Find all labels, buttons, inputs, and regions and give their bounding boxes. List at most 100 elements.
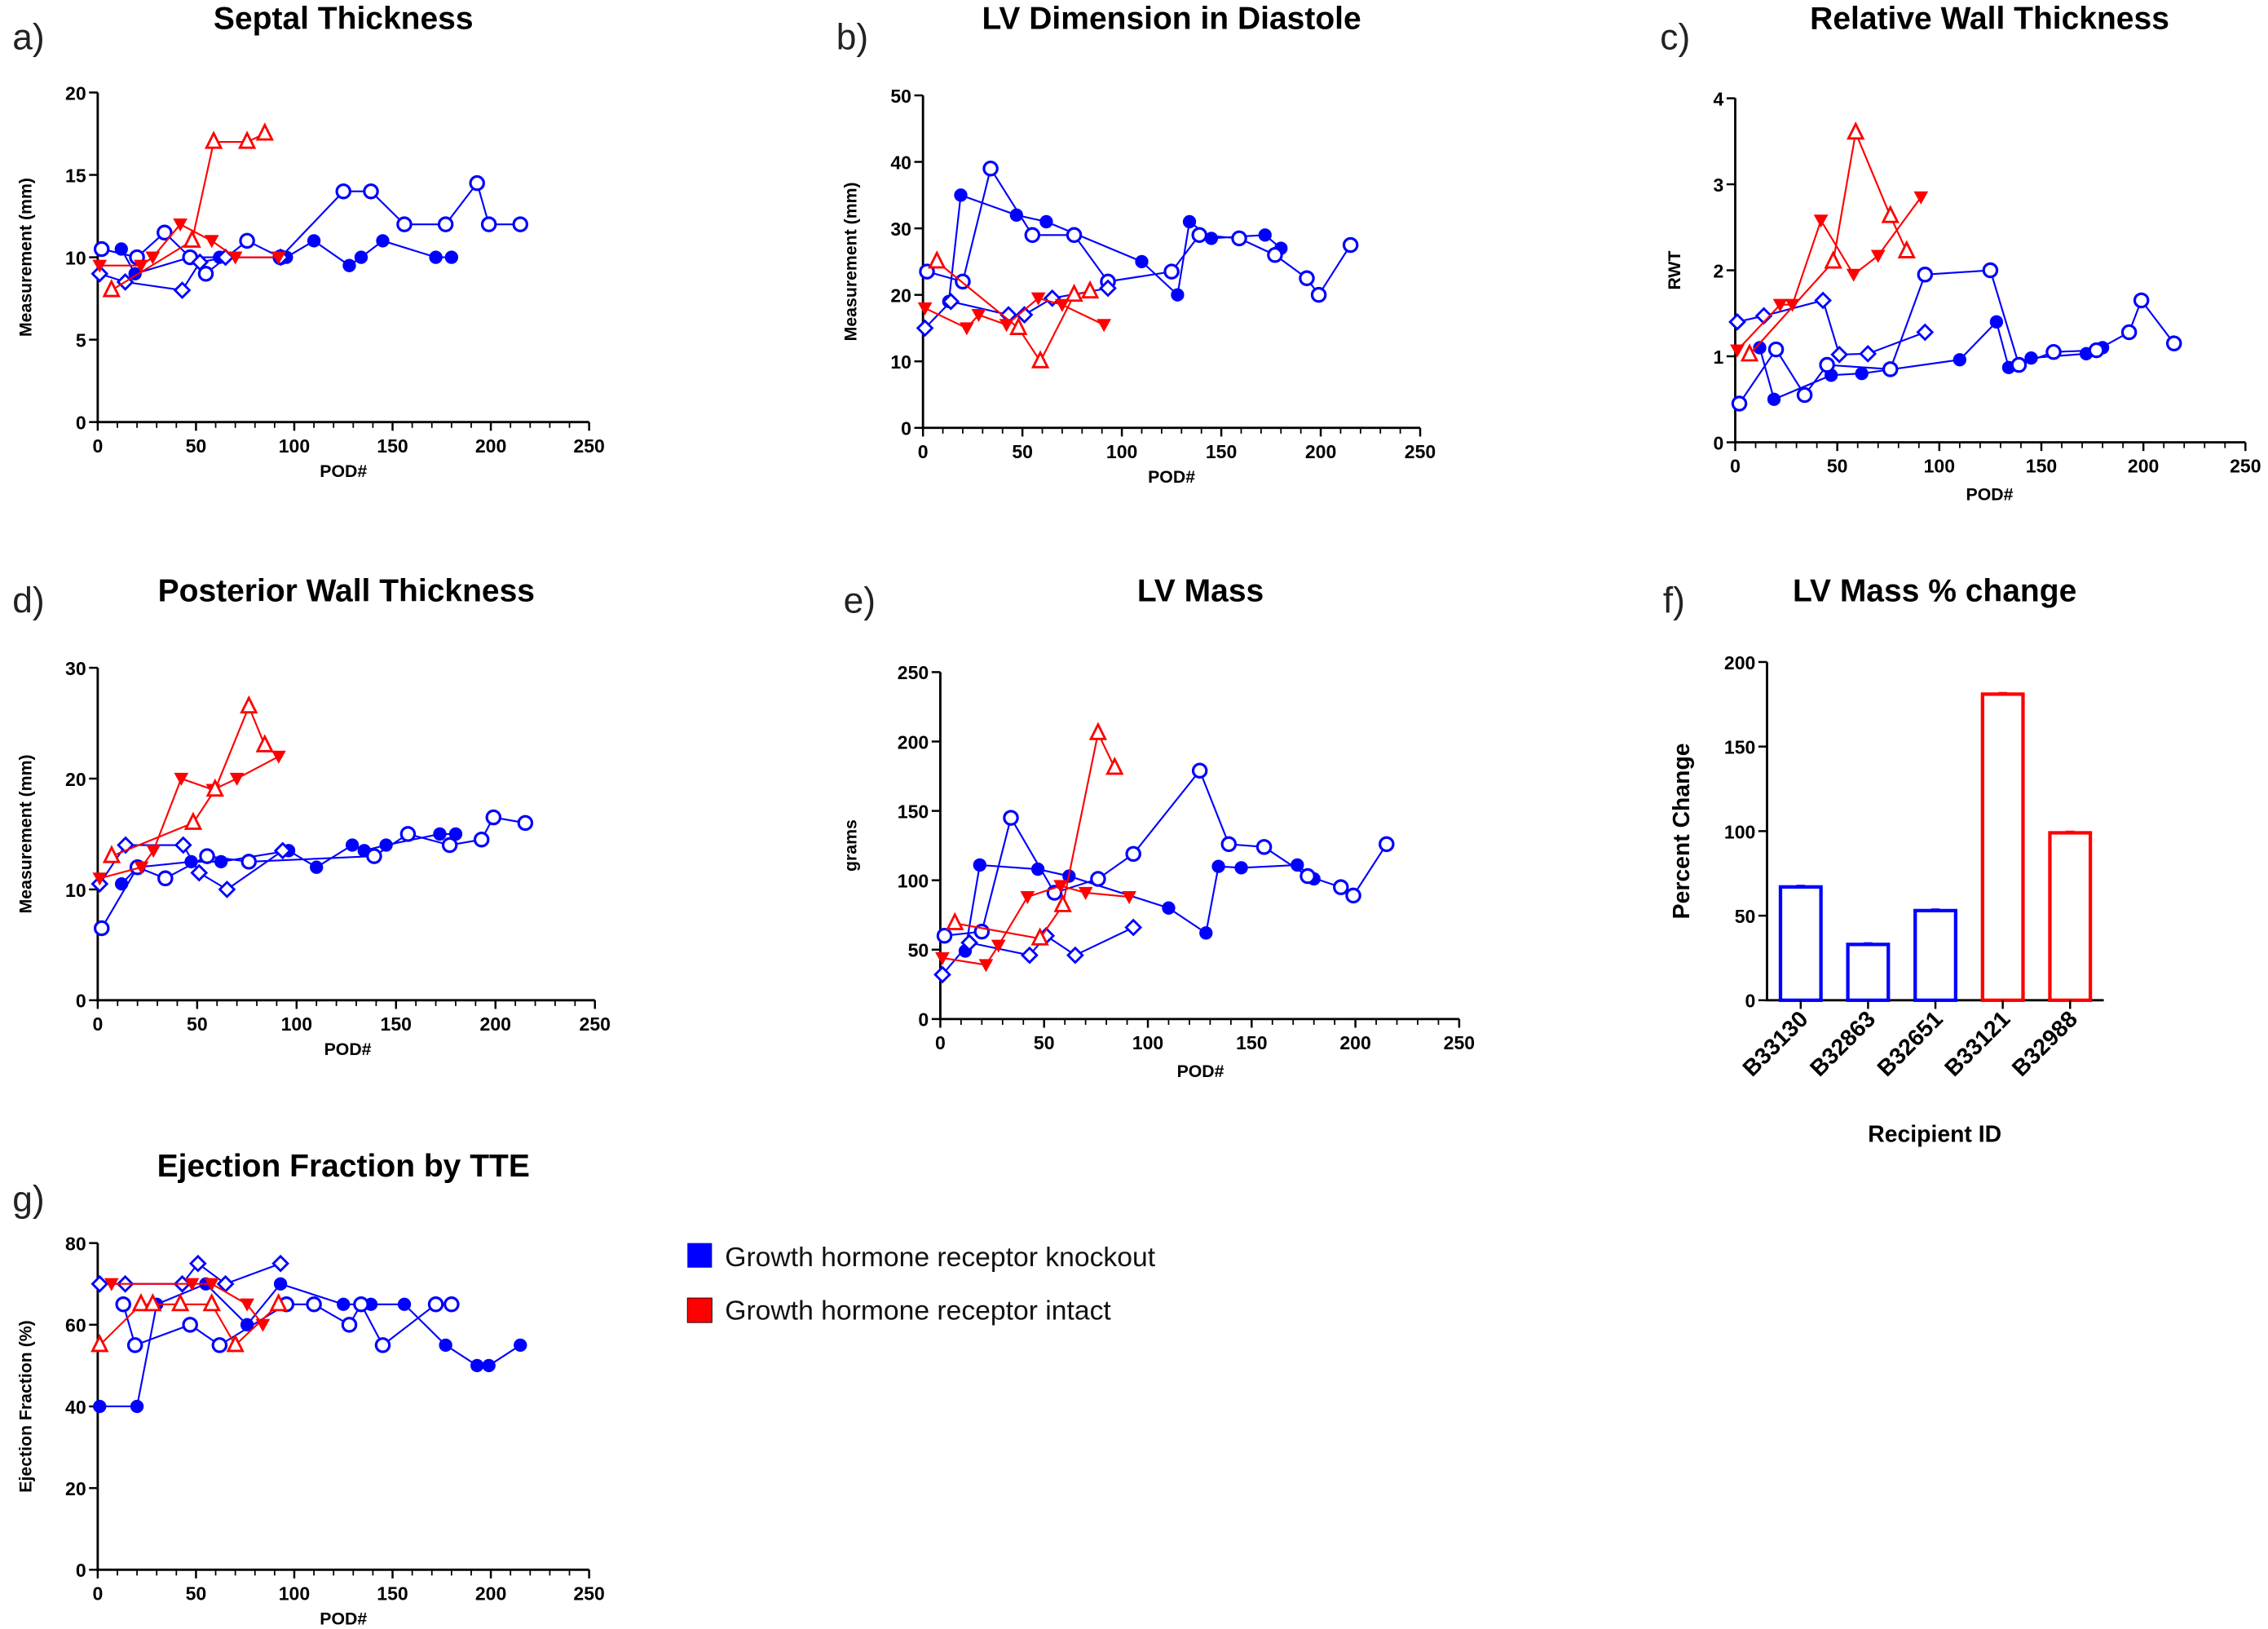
data-point xyxy=(1053,880,1068,894)
data-point xyxy=(1847,121,1865,140)
data-point xyxy=(1291,858,1304,872)
data-point xyxy=(2120,324,2138,341)
data-point xyxy=(271,750,286,764)
data-point xyxy=(933,965,951,984)
series-tri-up-open xyxy=(946,722,1124,946)
data-point xyxy=(1003,810,1019,826)
bar xyxy=(1846,943,1891,1002)
data-point xyxy=(429,250,443,264)
x-tick-label: 150 xyxy=(381,1013,412,1035)
data-point xyxy=(942,292,960,311)
data-point xyxy=(1009,208,1023,222)
x-tick-label: 150 xyxy=(1206,441,1237,462)
y-tick-label: 5 xyxy=(76,329,86,351)
series-line xyxy=(1749,129,1908,355)
data-point xyxy=(485,809,502,826)
y-tick-label: 80 xyxy=(65,1234,86,1255)
data-point xyxy=(174,772,189,786)
series-line xyxy=(1738,269,2175,404)
panel-letter: c) xyxy=(1660,17,1690,57)
y-tick-label: 0 xyxy=(1714,432,1724,453)
panel-b: b) LV Dimension in Diastole Measurement (m… xyxy=(836,1,1436,487)
data-point xyxy=(482,1358,496,1373)
x-axis-label: Recipient ID xyxy=(1868,1122,2001,1148)
x-tick-label: 50 xyxy=(186,1583,207,1605)
data-point xyxy=(1231,230,1247,247)
series-line xyxy=(111,133,266,291)
data-point xyxy=(363,183,379,200)
series-tri-down-filled xyxy=(92,219,286,273)
series-line xyxy=(947,193,1282,302)
series-diamond-open xyxy=(1728,291,1935,364)
data-point xyxy=(183,229,201,248)
series-tri-up-open xyxy=(1740,121,1916,362)
data-point xyxy=(1065,283,1083,302)
data-point xyxy=(1982,262,1999,279)
data-point xyxy=(2133,292,2150,309)
data-point xyxy=(1020,890,1035,904)
series-tri-up-open xyxy=(90,1292,288,1353)
data-point xyxy=(306,1296,322,1313)
x-tick-label: 200 xyxy=(480,1013,511,1035)
panel-g: g) Ejection Fraction by TTE Ejection Fract… xyxy=(12,1149,605,1629)
data-point xyxy=(204,130,223,149)
data-point xyxy=(1125,845,1141,863)
y-axis-label: Ejection Fraction (%) xyxy=(15,1320,35,1493)
y-tick-label: 200 xyxy=(1724,652,1755,673)
data-point xyxy=(255,734,274,753)
y-tick-label: 150 xyxy=(1724,737,1755,758)
data-point xyxy=(345,838,360,852)
x-tick-label: 250 xyxy=(573,435,604,457)
data-point xyxy=(1191,762,1208,779)
series-tri-down-filled xyxy=(935,880,1136,973)
data-point xyxy=(1740,343,1759,362)
data-point xyxy=(1310,286,1327,303)
data-point xyxy=(1299,867,1316,885)
y-tick-label: 250 xyxy=(898,662,929,683)
series-tri-up-open xyxy=(928,250,1100,369)
data-point xyxy=(126,1337,143,1353)
data-point xyxy=(1819,356,1835,373)
y-tick-label: 150 xyxy=(898,801,929,822)
data-point xyxy=(184,1278,200,1291)
data-point xyxy=(229,772,245,786)
data-point xyxy=(197,266,214,282)
y-tick-label: 10 xyxy=(65,247,86,268)
data-point xyxy=(273,841,292,860)
x-tick-label: B32988 xyxy=(2007,1006,2083,1082)
data-point xyxy=(1015,306,1034,324)
x-axis-label: POD# xyxy=(324,1040,372,1059)
x-axis-label: POD# xyxy=(1966,484,2014,504)
data-point xyxy=(92,259,108,273)
x-tick-label: 100 xyxy=(279,1583,310,1605)
x-axis-label: POD# xyxy=(1177,1062,1224,1081)
data-point xyxy=(1824,250,1842,269)
data-point xyxy=(202,1292,221,1312)
data-point xyxy=(130,1399,144,1414)
x-tick-label: B32651 xyxy=(1873,1006,1948,1082)
y-axis-label: Measurement (mm) xyxy=(841,182,861,341)
chart-title: LV Mass % change xyxy=(1793,574,2076,609)
y-tick-label: 4 xyxy=(1714,88,1724,109)
y-tick-label: 15 xyxy=(65,165,86,186)
y-tick-label: 30 xyxy=(890,219,911,240)
series-circle-open xyxy=(936,762,1395,944)
data-point xyxy=(134,861,149,875)
data-point xyxy=(240,1318,254,1331)
y-axis-label: RWT xyxy=(1665,250,1684,289)
x-tick-label: 100 xyxy=(1106,441,1137,462)
panel-e: e) LV Mass grams POD# 0 50 100 150 200 250 0 50 100 1… xyxy=(841,574,1475,1081)
panel-c: c) Relative Wall Thickness RWT POD# 0 1 2 3 4 0 50… xyxy=(1660,1,2261,504)
data-point xyxy=(1099,279,1117,298)
data-point xyxy=(115,1296,131,1313)
y-tick-label: 10 xyxy=(890,351,911,373)
data-point xyxy=(991,939,1006,953)
x-tick-label: B33130 xyxy=(1738,1006,1814,1082)
data-point xyxy=(1234,861,1248,875)
chart-title: Posterior Wall Thickness xyxy=(158,574,535,609)
panel-d: d) Posterior Wall Thickness Measurement (m… xyxy=(12,574,611,1060)
data-point xyxy=(999,319,1014,333)
x-tick-label: 250 xyxy=(1405,441,1436,462)
data-point xyxy=(240,854,258,870)
data-point xyxy=(1066,227,1083,244)
